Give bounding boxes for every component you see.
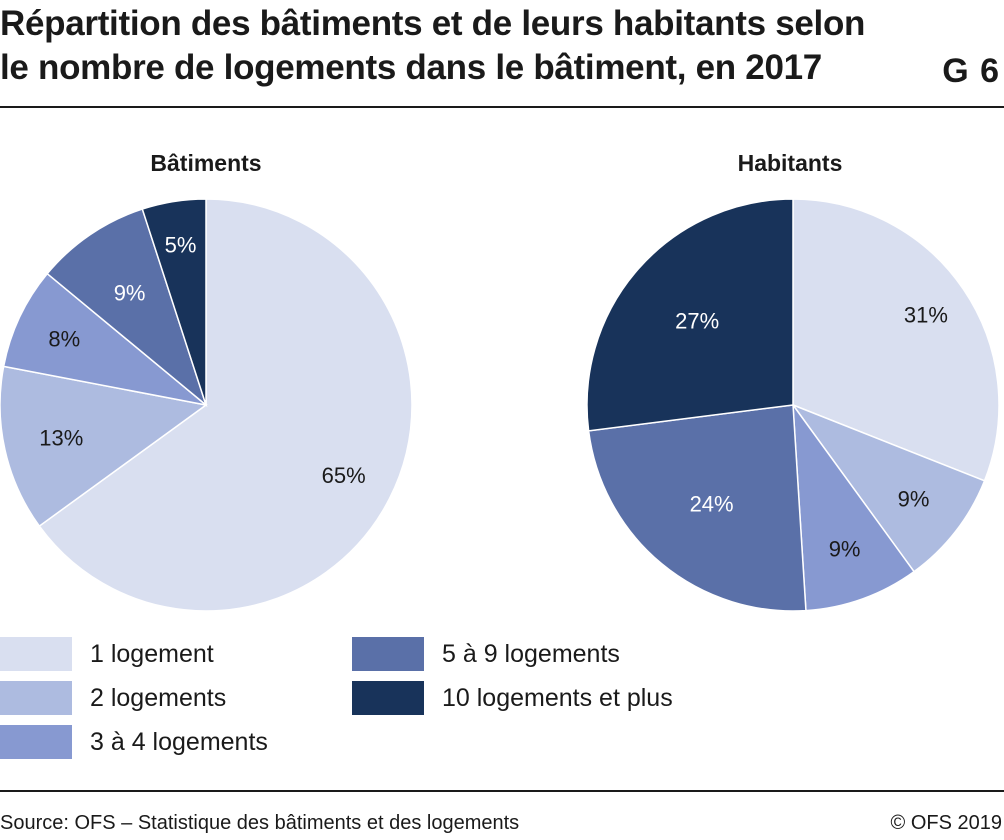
legend-item-5-a-9-logements: 5 à 9 logements	[352, 636, 620, 672]
chart-title: Répartition des bâtiments et de leurs ha…	[0, 2, 930, 90]
legend-label-3-a-4-logements: 3 à 4 logements	[90, 727, 268, 756]
legend-swatch-1-logement	[0, 637, 72, 671]
slice-3-a-4-logements	[792, 402, 916, 612]
slice-10-logements-et-plus	[586, 198, 794, 432]
source-note: Source: OFS – Statistique des bâtiments …	[0, 812, 520, 834]
legend-label-2-logements: 2 logements	[90, 683, 227, 712]
slice-3-a-4-logements	[2, 272, 207, 406]
slice-label-5-a-9-logements: 9%	[114, 281, 146, 306]
slice-label-3-a-4-logements: 8%	[48, 326, 80, 351]
slice-label-5-a-9-logements: 24%	[690, 491, 734, 516]
copyright-note: © OFS 2019	[890, 812, 1002, 834]
legend-label-1-logement: 1 logement	[90, 639, 214, 668]
slice-label-2-logements: 13%	[39, 425, 83, 450]
legend-swatch-2-logements	[0, 681, 72, 715]
pie-batiments: 65% 13% 8% 9% 5% Bâtiments	[0, 150, 413, 612]
slice-label-3-a-4-logements: 9%	[829, 536, 861, 561]
slice-1-logement	[38, 198, 413, 612]
legend-item-1-logement: 1 logement	[0, 636, 214, 672]
slice-10-logements-et-plus	[141, 198, 207, 406]
legend-item-10-logements-et-plus: 10 logements et plus	[352, 680, 673, 716]
slice-label-1-logement: 31%	[904, 303, 948, 328]
pie-habitants: 31% 9% 9% 24% 27% Habitants	[586, 150, 1000, 612]
legend-item-2-logements: 2 logements	[0, 680, 226, 716]
slice-label-10-logements-et-plus: 5%	[165, 232, 197, 257]
legend-item-3-a-4-logements: 3 à 4 logements	[0, 724, 268, 760]
legend-swatch-5-a-9-logements	[352, 637, 424, 671]
slice-5-a-9-logements	[587, 404, 807, 612]
top-divider	[0, 106, 1004, 108]
legend-label-5-a-9-logements: 5 à 9 logements	[442, 639, 620, 668]
chart-title-line-1: Répartition des bâtiments et de leurs ha…	[0, 4, 866, 43]
chart-title-line-2: le nombre de logements dans le bâtiment,…	[0, 48, 822, 87]
slice-2-logements	[0, 365, 208, 528]
slice-label-2-logements: 9%	[898, 486, 930, 511]
pie-title-habitants: Habitants	[738, 150, 843, 176]
slice-label-1-logement: 65%	[322, 463, 366, 488]
chart-number: G 6	[942, 52, 1000, 90]
legend-swatch-3-a-4-logements	[0, 725, 72, 759]
slice-label-10-logements-et-plus: 27%	[675, 309, 719, 334]
pie-title-batiments: Bâtiments	[150, 150, 261, 176]
legend-swatch-10-logements-et-plus	[352, 681, 424, 715]
bottom-divider	[0, 790, 1004, 792]
slice-2-logements	[790, 403, 986, 573]
slice-1-logement	[792, 198, 1000, 482]
pie-charts: 65% 13% 8% 9% 5% Bâtiments 31% 9% 9% 24% 27% Habita…	[0, 150, 1000, 612]
slice-5-a-9-logements	[46, 208, 208, 408]
legend-label-10-logements-et-plus: 10 logements et plus	[442, 683, 673, 712]
legend: 1 logement 2 logements 3 à 4 logements 5…	[0, 636, 1004, 776]
